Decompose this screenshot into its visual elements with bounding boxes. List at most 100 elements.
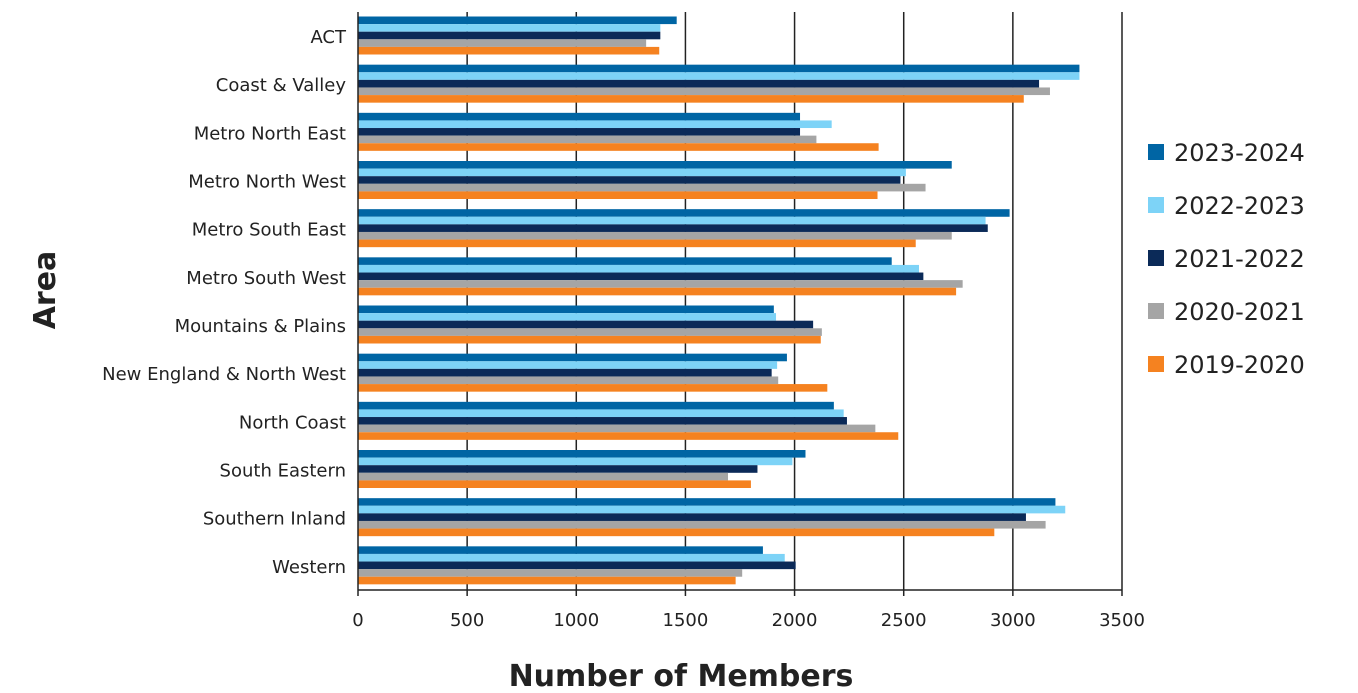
category-label: Metro North East	[194, 123, 346, 144]
category-label: Mountains & Plains	[175, 316, 346, 337]
bar	[358, 16, 677, 25]
legend-swatch	[1148, 144, 1164, 160]
bar-group	[358, 546, 796, 585]
bar	[358, 191, 878, 199]
y-axis-title: Area	[28, 251, 63, 330]
bar	[358, 231, 952, 240]
category-label: ACT	[310, 27, 347, 48]
bar	[358, 112, 801, 121]
bar	[358, 353, 787, 362]
category-label: Southern Inland	[203, 509, 346, 530]
legend: 2023-2024 2022-2023 2021-2022 2020-2021 2019…	[1148, 139, 1305, 379]
x-tick-label: 0	[352, 610, 363, 631]
bar	[358, 168, 906, 177]
bar	[358, 465, 758, 473]
bar	[358, 520, 1046, 529]
bar	[358, 401, 834, 410]
axes	[357, 12, 1123, 596]
bar	[358, 417, 847, 425]
bar	[358, 87, 1050, 96]
bar-group	[358, 498, 1066, 537]
category-label: Metro South East	[192, 220, 346, 241]
x-tick-label: 1500	[663, 610, 709, 631]
bars	[358, 16, 1080, 585]
bar	[358, 287, 957, 296]
bar	[358, 216, 986, 225]
bar-group	[358, 353, 828, 392]
bar-group	[358, 64, 1080, 103]
bar	[358, 569, 743, 577]
bar	[358, 257, 892, 265]
bar	[358, 161, 952, 169]
bar-group	[358, 305, 822, 344]
legend-swatch	[1148, 250, 1164, 266]
bar	[358, 528, 995, 537]
bar	[358, 409, 844, 418]
bar	[358, 280, 963, 288]
gridlines	[466, 12, 1123, 590]
category-labels: ACT Coast & Valley Metro North East Metro N…	[102, 27, 347, 578]
x-tick-label: 2000	[772, 610, 818, 631]
bar	[358, 239, 916, 248]
x-tick-label: 2500	[881, 610, 927, 631]
bar	[358, 553, 785, 562]
bar-group	[358, 16, 677, 55]
bar	[358, 320, 814, 329]
bar	[358, 272, 924, 281]
bar	[358, 576, 736, 585]
bar	[358, 546, 763, 554]
bar	[358, 64, 1080, 73]
bar	[358, 183, 926, 192]
bar	[358, 376, 779, 385]
bar	[358, 561, 796, 570]
bar	[358, 120, 832, 129]
bar	[358, 72, 1080, 80]
bar	[358, 209, 1010, 217]
bar	[358, 432, 899, 440]
bar	[358, 305, 774, 314]
bar	[358, 457, 793, 466]
bar	[358, 450, 806, 458]
x-axis-title: Number of Members	[509, 659, 854, 693]
bar	[358, 384, 828, 392]
bar	[358, 46, 660, 55]
category-label: New England & North West	[102, 364, 346, 385]
category-label: Coast & Valley	[216, 75, 347, 96]
bar	[358, 498, 1056, 506]
bar	[358, 505, 1066, 514]
category-label: Western	[272, 557, 346, 578]
legend-label: 2023-2024	[1174, 139, 1305, 167]
bar	[358, 135, 817, 144]
bar	[358, 368, 772, 377]
legend-label: 2022-2023	[1174, 192, 1305, 220]
category-label: South Eastern	[220, 461, 346, 482]
bar-group	[358, 161, 952, 199]
legend-swatch	[1148, 303, 1164, 319]
x-tick-label: 3000	[990, 610, 1036, 631]
legend-label: 2019-2020	[1174, 351, 1305, 379]
bar	[358, 79, 1040, 88]
bar	[358, 128, 801, 136]
bar	[358, 95, 1024, 103]
bar	[358, 39, 647, 47]
bar	[358, 224, 988, 232]
bar	[358, 513, 1026, 521]
bar	[358, 313, 777, 321]
category-label: Metro North West	[188, 172, 346, 193]
legend-swatch	[1148, 356, 1164, 372]
bar	[358, 143, 879, 151]
bar-group	[358, 450, 806, 488]
bar-group	[358, 401, 899, 440]
x-tick-labels: 0 500 1000 1500 2000 2500 3000 3500	[352, 610, 1145, 631]
bar	[358, 335, 821, 344]
category-label: North Coast	[239, 412, 346, 433]
legend-label: 2020-2021	[1174, 298, 1305, 326]
bar	[358, 264, 919, 273]
x-tick-label: 500	[450, 610, 484, 631]
bar	[358, 328, 822, 336]
legend-swatch	[1148, 197, 1164, 213]
bar	[358, 424, 876, 433]
bar	[358, 31, 661, 40]
legend-label: 2021-2022	[1174, 245, 1305, 273]
bar	[358, 361, 778, 369]
